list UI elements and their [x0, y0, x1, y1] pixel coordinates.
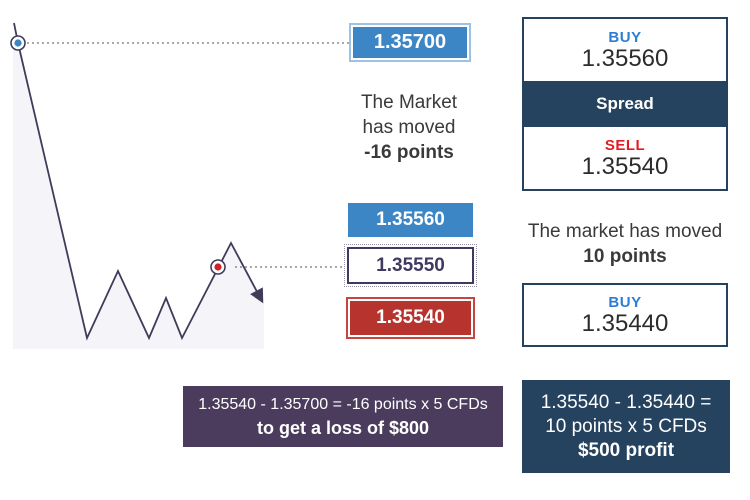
loss-calculation-box: 1.35540 - 1.35700 = -16 points x 5 CFDs …: [183, 386, 503, 447]
buy-order-price: 1.35440: [581, 309, 669, 337]
profit-result: $500 profit: [577, 439, 675, 461]
loss-formula: 1.35540 - 1.35700 = -16 points x 5 CFDs: [198, 395, 488, 413]
buy-order-box: BUY 1.35440: [522, 283, 728, 347]
quote-sell-label: SELL: [604, 136, 646, 154]
open-price-marker-dot: [14, 39, 22, 47]
quote-sell-price: 1.35540: [581, 152, 669, 180]
spread-band: Spread: [524, 81, 726, 127]
note-right-line1: The market has moved: [527, 221, 723, 242]
note-left-points: -16 points: [364, 142, 454, 163]
quote-buy-price: 1.35560: [581, 44, 669, 72]
quote-panel-buy-section: BUY 1.35560: [524, 19, 726, 81]
market-moved-note-left: The Market has moved -16 points: [328, 90, 490, 165]
mid-price-tag: 1.35550: [344, 244, 477, 287]
profit-formula-line2: 10 points x 5 CFDs: [545, 415, 707, 437]
note-right-points: 10 points: [583, 246, 667, 267]
open-price-marker: [10, 35, 26, 51]
current-price-marker: [210, 259, 226, 275]
buy-order-label: BUY: [608, 293, 642, 311]
current-price-marker-dot: [214, 263, 222, 271]
sell-price-tag-value: 1.35540: [350, 301, 471, 335]
market-moved-note-right: The market has moved 10 points: [510, 219, 740, 269]
quote-buy-label: BUY: [608, 28, 642, 46]
chart-area-fill: [13, 43, 264, 349]
buy-price-tag: 1.35560: [348, 203, 473, 237]
sell-price-tag: 1.35540: [346, 297, 475, 339]
profit-formula-line1: 1.35540 - 1.35440 =: [540, 391, 712, 413]
price-line: [13, 22, 264, 341]
profit-calculation-box: 1.35540 - 1.35440 = 10 points x 5 CFDs $…: [522, 380, 730, 473]
quote-panel-sell-section: SELL 1.35540: [524, 127, 726, 189]
note-left-line1: The Market: [360, 92, 458, 113]
open-price-tag: 1.35700: [349, 23, 471, 62]
open-price-tag-value: 1.35700: [353, 27, 467, 58]
mid-price-tag-value: 1.35550: [347, 247, 474, 284]
loss-result: to get a loss of $800: [256, 417, 430, 438]
quote-panel: BUY 1.35560 Spread SELL 1.35540: [522, 17, 728, 191]
note-left-line2: has moved: [362, 117, 456, 138]
